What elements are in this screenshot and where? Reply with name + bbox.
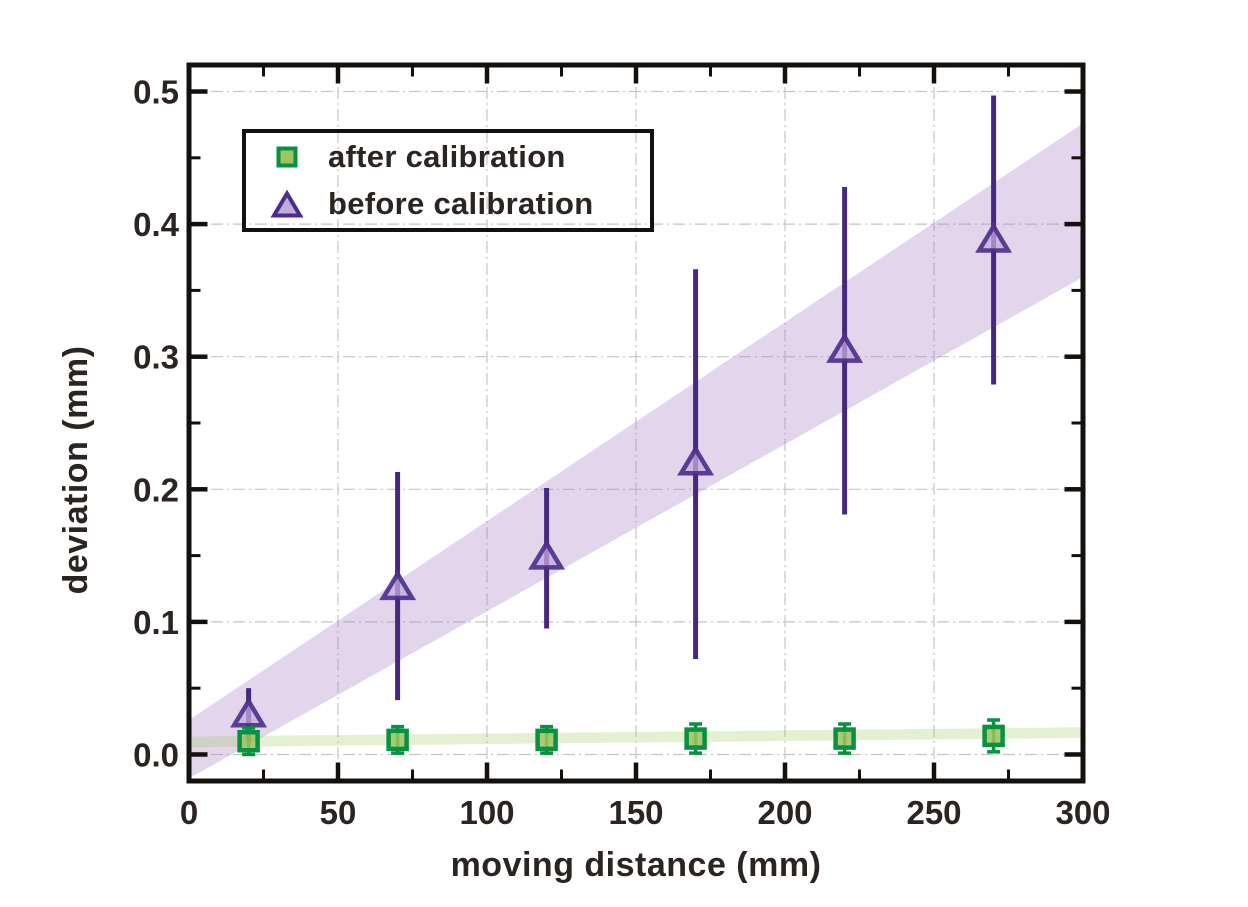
- x-axis-label: moving distance (mm): [450, 846, 822, 884]
- x-tick-label: 0: [180, 794, 198, 831]
- y-tick-label: 0.3: [133, 339, 179, 376]
- y-tick-label: 0.5: [133, 74, 179, 111]
- legend-label-after: after calibration: [328, 138, 566, 174]
- series-triangle: [230, 95, 1013, 742]
- y-axis-label: deviation (mm): [57, 345, 95, 595]
- triangle-marker-icon: [246, 189, 328, 219]
- y-tick-label: 0.2: [133, 471, 179, 508]
- x-tick-label: 100: [459, 794, 514, 831]
- axis-ticks: [191, 67, 1081, 779]
- x-tick-label: 150: [608, 794, 663, 831]
- plot-frame: [186, 62, 1086, 784]
- gridlines: [189, 65, 1083, 781]
- x-tick-label: 300: [1055, 794, 1110, 831]
- legend-item-before-calibration: before calibration: [246, 181, 650, 229]
- fit-bands: [189, 123, 1083, 779]
- y-tick-label: 0.1: [133, 604, 179, 641]
- x-tick-label: 50: [320, 794, 357, 831]
- square-marker-icon: [246, 142, 328, 172]
- x-tick-label: 250: [906, 794, 961, 831]
- y-tick-label: 0.4: [133, 206, 180, 243]
- legend-label-before: before calibration: [328, 186, 594, 222]
- x-tick-label: 200: [757, 794, 812, 831]
- legend-item-after-calibration: after calibration: [246, 133, 650, 181]
- series-square: [237, 718, 1005, 757]
- legend: after calibration before calibration: [242, 129, 654, 232]
- tick-labels: 0 50 100 150 200 250 300 0.0 0.1 0.2 0.3 0.4 0.5: [133, 74, 1110, 831]
- y-tick-label: 0.0: [133, 736, 179, 773]
